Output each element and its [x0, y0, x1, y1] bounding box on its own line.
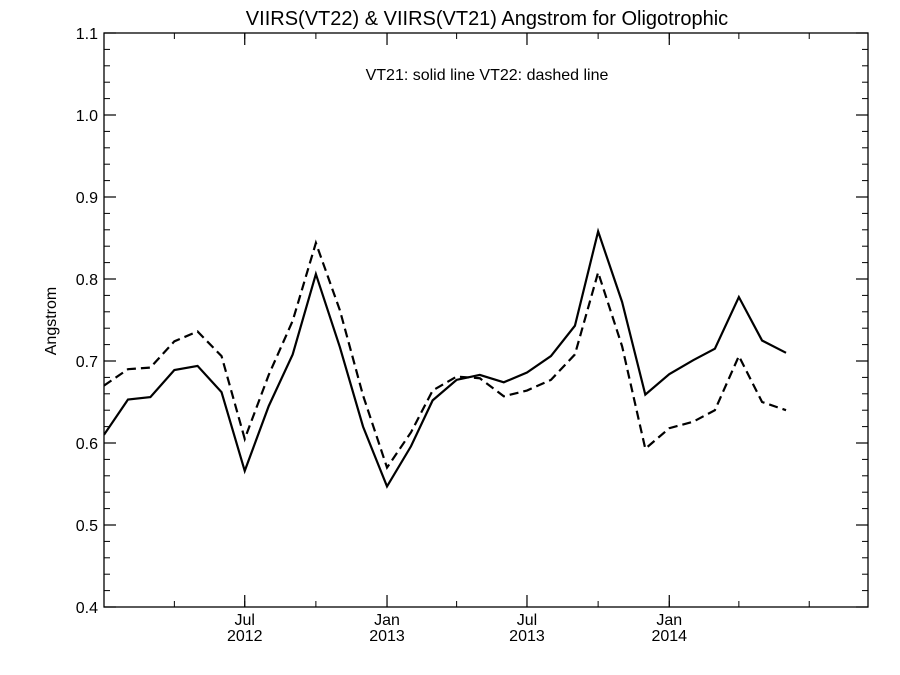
y-tick-label: 0.5 — [76, 518, 98, 535]
series-line-vt22 — [104, 239, 787, 471]
chart-title: VIIRS(VT22) & VIIRS(VT21) Angstrom for O… — [246, 8, 728, 30]
x-tick-label-year: 2013 — [369, 628, 405, 645]
series-line-vt21 — [104, 227, 787, 489]
x-tick-label-month: Jan — [374, 612, 400, 629]
y-tick-label: 0.7 — [76, 354, 98, 371]
axes: 0.40.50.60.70.80.91.01.1Jul2012Jan2013Ju… — [76, 26, 868, 645]
plot-frame — [103, 32, 869, 608]
y-tick-label: 0.6 — [76, 436, 98, 453]
x-tick-label-month: Jul — [517, 612, 537, 629]
y-tick-label: 0.9 — [76, 190, 98, 207]
y-tick-label: 0.8 — [76, 272, 98, 289]
x-tick-label-year: 2012 — [227, 628, 263, 645]
series-legend-note: VT21: solid line VT22: dashed line — [366, 67, 609, 84]
x-tick-label-month: Jul — [235, 612, 255, 629]
y-axis-label: Angstrom — [43, 287, 60, 355]
x-tick-label-month: Jan — [656, 612, 682, 629]
series-layer — [104, 227, 787, 489]
x-tick-label-year: 2013 — [509, 628, 545, 645]
x-tick-label-year: 2014 — [651, 628, 687, 645]
y-tick-label: 1.0 — [76, 108, 98, 125]
y-tick-label: 0.4 — [76, 600, 98, 617]
y-tick-label: 1.1 — [76, 26, 98, 43]
